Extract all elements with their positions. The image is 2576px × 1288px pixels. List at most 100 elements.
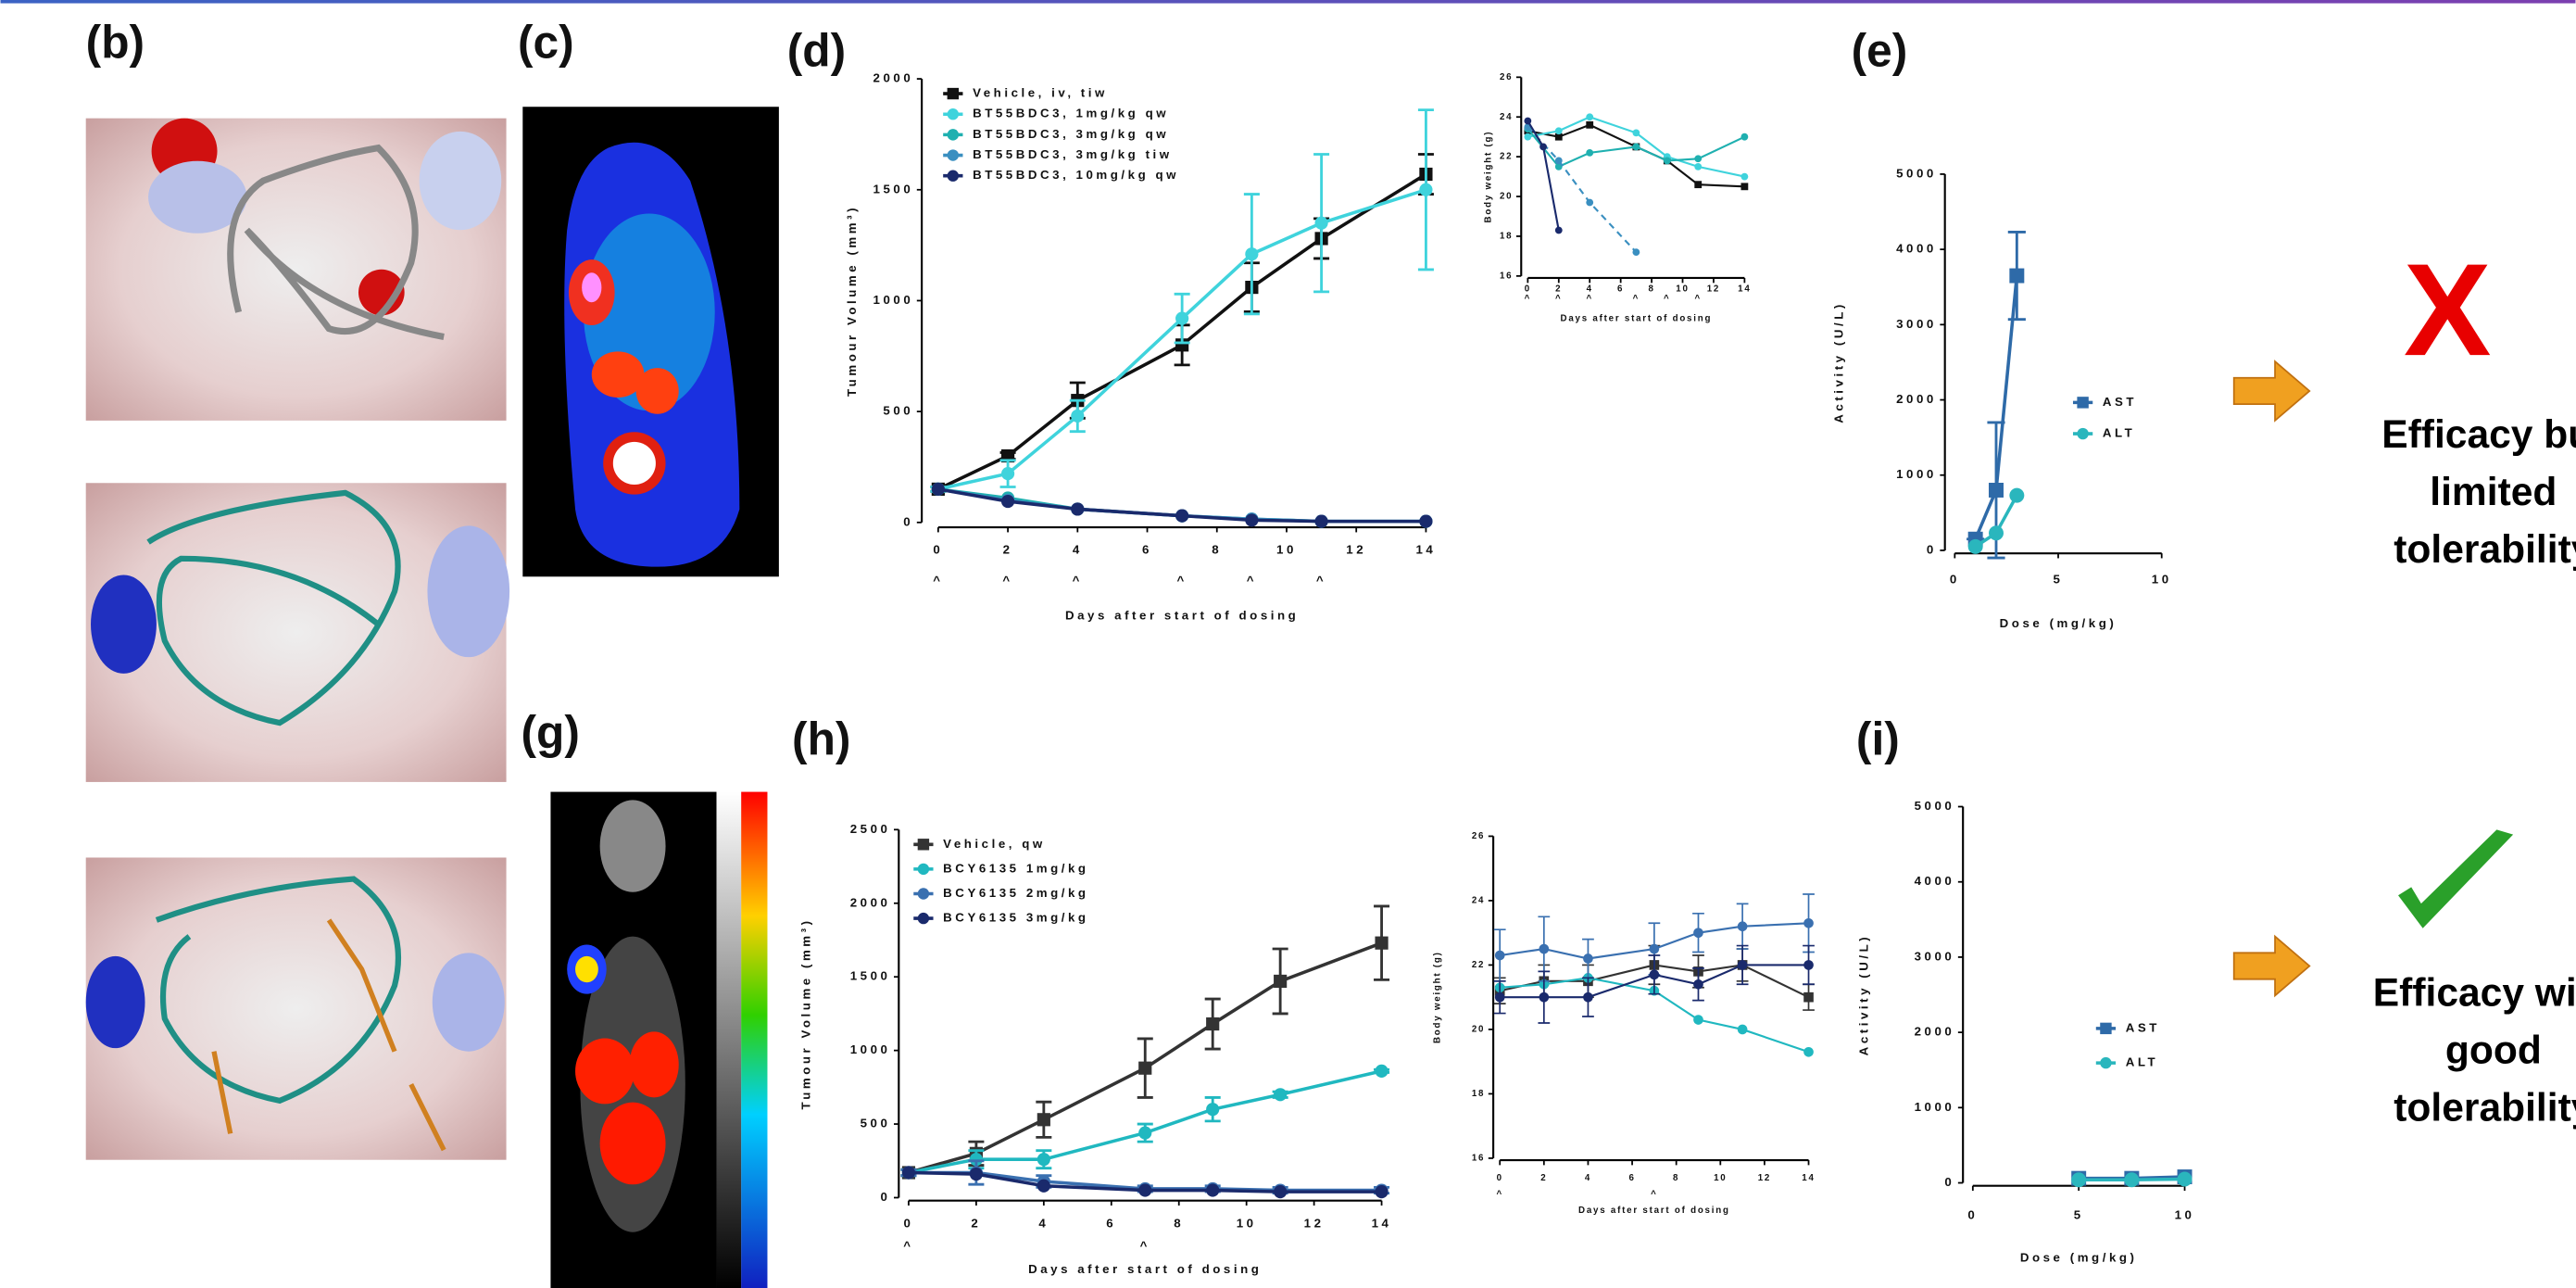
- pet-image: [522, 107, 779, 577]
- x-axis-label: Dose (mg/kg): [2020, 1251, 2138, 1265]
- marker: [1539, 991, 1550, 1003]
- legend-marker: [2077, 397, 2089, 409]
- marker: [1375, 936, 1389, 950]
- x-tick-label: 14: [1738, 284, 1751, 295]
- verdict-text: tolerability: [2394, 527, 2576, 572]
- dose-marker: ^: [1664, 294, 1670, 304]
- y-tick-label: 1000: [1915, 1100, 1955, 1114]
- marker: [1071, 502, 1085, 516]
- legend-label: Vehicle, qw: [943, 837, 1046, 851]
- y-tick-label: 1500: [850, 969, 891, 983]
- y-tick-label: 3000: [1896, 317, 1937, 331]
- x-tick-label: 6: [1617, 284, 1624, 295]
- legend-label: AST: [2103, 395, 2137, 409]
- marker: [1375, 1064, 1389, 1078]
- x-tick-label: 10: [2152, 572, 2172, 586]
- x-tick-label: 10: [1276, 542, 1297, 556]
- y-tick-label: 3000: [1915, 949, 1955, 963]
- x-tick-label: 0: [1967, 1208, 1978, 1222]
- y-axis-label: Activity (U/L): [1856, 934, 1870, 1056]
- marker: [1539, 943, 1550, 954]
- x-tick-label: 2: [1540, 1173, 1547, 1183]
- series-line: [1527, 120, 1560, 231]
- verdict-text: good: [2445, 1029, 2542, 1073]
- marker: [1206, 1103, 1220, 1117]
- marker: [1586, 198, 1594, 207]
- y-tick-label: 20: [1472, 1025, 1485, 1035]
- marker: [901, 1166, 916, 1180]
- dose-marker: ^: [1140, 1239, 1150, 1253]
- legend-marker: [947, 129, 960, 141]
- marker: [1037, 1179, 1050, 1193]
- marker: [1071, 409, 1085, 423]
- marker: [1740, 172, 1749, 181]
- legend-marker: [2100, 1022, 2112, 1035]
- panel-label: (e): [1852, 25, 1908, 77]
- x-tick-label: 0: [1950, 572, 1960, 586]
- dose-marker: ^: [933, 574, 943, 587]
- y-tick-label: 2000: [1915, 1025, 1955, 1039]
- y-tick-label: 18: [1500, 232, 1513, 242]
- dose-marker: ^: [1073, 574, 1083, 587]
- marker: [1206, 1183, 1220, 1197]
- x-tick-label: 8: [1174, 1216, 1184, 1230]
- y-tick-label: 1500: [873, 182, 914, 196]
- y-tick-label: 2500: [850, 822, 891, 836]
- x-tick-label: 4: [1038, 1216, 1049, 1230]
- chart: (d) 0 500 1000 1500 2000 0 2 4 6 8 10 12 14 ^ ^ ^ ^ ^ ^ Days…: [787, 25, 1434, 622]
- y-tick-label: 0: [881, 1190, 891, 1204]
- x-tick-label: 4: [1073, 542, 1083, 556]
- y-tick-label: 5000: [1915, 799, 1955, 813]
- x-axis-label: Dose (mg/kg): [2000, 616, 2117, 630]
- x-tick-label: 0: [933, 542, 943, 556]
- legend-marker: [917, 863, 930, 876]
- y-tick-label: 16: [1472, 1154, 1485, 1164]
- dose-marker: ^: [1176, 574, 1187, 587]
- verdict-text: tolerability: [2394, 1086, 2576, 1130]
- y-tick-label: 0: [1927, 542, 1937, 556]
- legend-label: BT55BDC3, 1mg/kg qw: [973, 107, 1169, 120]
- marker: [1138, 1126, 1152, 1140]
- marker: [1037, 1153, 1050, 1167]
- y-tick-label: 2000: [1896, 392, 1937, 406]
- y-axis-label: Tumour Volume (mm³): [845, 205, 859, 397]
- x-axis-label: Days after start of dosing: [1561, 314, 1713, 324]
- marker: [1375, 1185, 1389, 1199]
- marker: [1586, 113, 1594, 121]
- marker: [969, 1167, 983, 1181]
- y-tick-label: 4000: [1896, 242, 1937, 256]
- marker: [1206, 1017, 1220, 1031]
- legend-marker: [2077, 427, 2089, 440]
- marker: [1245, 513, 1259, 527]
- legend-label: ALT: [2103, 426, 2135, 440]
- marker: [1554, 127, 1563, 135]
- legend-label: AST: [2126, 1020, 2160, 1034]
- dose-marker: ^: [1694, 294, 1701, 304]
- x-tick-label: 5: [2074, 1208, 2084, 1222]
- panel-label: (b): [86, 17, 145, 69]
- dose-marker: ^: [1651, 1190, 1657, 1200]
- x-tick-label: 12: [1304, 1216, 1325, 1230]
- y-tick-label: 0: [903, 514, 913, 528]
- x-tick-label: 8: [1648, 284, 1654, 295]
- panel-label: (c): [518, 17, 574, 69]
- marker: [1138, 1061, 1152, 1075]
- marker: [1586, 120, 1594, 129]
- y-tick-label: 24: [1472, 896, 1485, 906]
- arrows: [2232, 360, 2514, 998]
- y-tick-label: 500: [861, 1117, 891, 1130]
- x-tick-label: 8: [1673, 1173, 1679, 1183]
- legend-marker: [917, 912, 930, 925]
- dose-marker: ^: [1525, 294, 1531, 304]
- x-axis-label: Days after start of dosing: [1578, 1206, 1730, 1216]
- cross-mark: X: [2404, 237, 2492, 384]
- series-line: [1527, 126, 1638, 253]
- marker: [1632, 248, 1640, 257]
- marker: [1989, 525, 2004, 541]
- x-tick-label: 8: [1212, 542, 1222, 556]
- marker: [1693, 1015, 1703, 1025]
- legend-label: BCY6135 3mg/kg: [943, 911, 1088, 925]
- legend-label: ALT: [2126, 1055, 2158, 1069]
- dose-marker: ^: [1247, 574, 1257, 587]
- y-tick-label: 18: [1472, 1089, 1485, 1099]
